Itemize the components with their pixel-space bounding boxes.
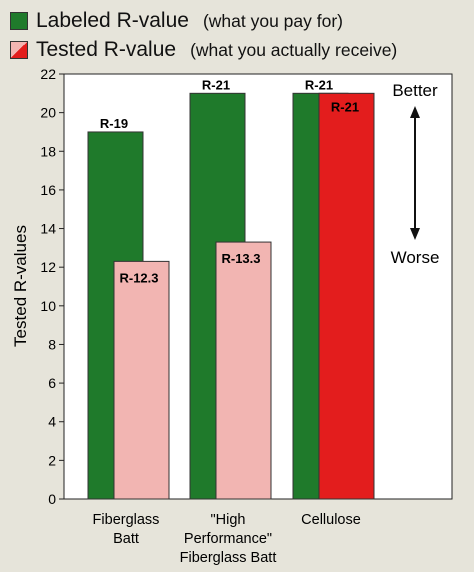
y-axis-label: Tested R-values bbox=[11, 225, 30, 347]
x-tick-label-2: Cellulose bbox=[301, 512, 361, 528]
y-tick-label: 18 bbox=[40, 143, 56, 159]
y-tick-label: 6 bbox=[48, 375, 56, 391]
worse-label: Worse bbox=[391, 248, 440, 267]
x-tick-label-1: "High Performance" Fiberglass Batt bbox=[180, 512, 277, 566]
legend-name-tested: Tested R-value bbox=[36, 38, 177, 61]
data-label-tested-2: R-21 bbox=[331, 99, 359, 114]
data-label-labeled-0: R-19 bbox=[100, 116, 128, 131]
bar-tested-1 bbox=[215, 241, 272, 500]
data-label-tested-0: R-12.3 bbox=[119, 270, 158, 285]
bar-tested-0 bbox=[113, 260, 170, 500]
arrow-head-up bbox=[410, 106, 420, 118]
x-tick-label-0: Fiberglass Batt bbox=[93, 512, 160, 547]
data-label-labeled-1: R-21 bbox=[202, 77, 230, 92]
y-tick-label: 12 bbox=[40, 259, 56, 275]
y-tick-label: 4 bbox=[48, 414, 56, 430]
y-tick-label: 10 bbox=[40, 298, 56, 314]
y-tick-label: 0 bbox=[48, 491, 56, 507]
data-label-tested-1: R-13.3 bbox=[221, 251, 260, 266]
y-tick-label: 16 bbox=[40, 182, 56, 198]
legend-swatch-labeled bbox=[10, 12, 28, 30]
better-worse-indicator: Better Worse bbox=[391, 81, 440, 267]
legend-note-labeled: (what you pay for) bbox=[202, 10, 343, 31]
y-tick-label: 22 bbox=[40, 66, 56, 82]
data-label-labeled-2: R-21 bbox=[305, 77, 333, 92]
bar-tested-2 bbox=[318, 92, 375, 500]
better-label: Better bbox=[392, 81, 438, 100]
y-tick-label: 8 bbox=[48, 336, 56, 352]
y-tick-label: 14 bbox=[40, 221, 56, 237]
legend-tested: Tested R-value (what you actually receiv… bbox=[10, 38, 397, 62]
legend-note-tested: (what you actually receive) bbox=[190, 39, 398, 60]
legend-swatch-tested bbox=[10, 41, 28, 59]
y-tick-label: 2 bbox=[48, 452, 56, 468]
y-tick-label: 20 bbox=[40, 105, 56, 121]
legend-name-labeled: Labeled R-value bbox=[36, 9, 189, 32]
arrow-head-down bbox=[410, 228, 420, 240]
legend-labeled: Labeled R-value (what you pay for) bbox=[10, 9, 343, 33]
